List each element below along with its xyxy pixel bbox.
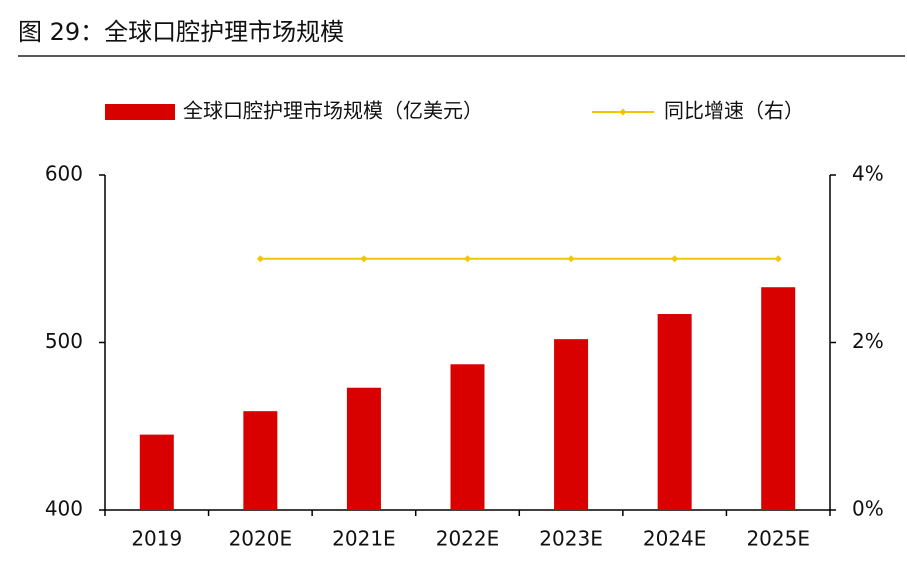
y2-tick-label: 2%: [852, 329, 884, 353]
bar: [139, 434, 174, 510]
bar: [657, 314, 692, 510]
x-tick-label: 2020E: [229, 527, 293, 551]
x-tick-label: 2021E: [332, 527, 396, 551]
y2-tick-label: 4%: [852, 162, 884, 186]
line-marker: [256, 255, 264, 263]
legend-label: 同比增速（右）: [664, 99, 804, 123]
bar: [554, 339, 589, 510]
bar: [346, 387, 381, 510]
chart-title: 图 29：全球口腔护理市场规模: [18, 18, 344, 46]
line-marker: [464, 255, 471, 263]
legend-swatch: [105, 104, 175, 120]
bar: [450, 364, 485, 510]
legend-label: 全球口腔护理市场规模（亿美元）: [183, 99, 483, 123]
line-marker: [360, 255, 368, 263]
x-tick-label: 2022E: [436, 527, 500, 551]
y2-tick-label: 0%: [852, 497, 884, 521]
x-tick-label: 2023E: [539, 527, 603, 551]
y-tick-label: 500: [45, 329, 83, 353]
x-tick-label: 2019: [131, 527, 182, 551]
y-tick-label: 600: [45, 162, 83, 186]
bar: [761, 287, 796, 510]
line-marker: [774, 255, 782, 263]
x-tick-label: 2025E: [746, 527, 810, 551]
x-tick-label: 2024E: [643, 527, 707, 551]
y-tick-label: 400: [45, 497, 83, 521]
line-marker: [567, 255, 575, 263]
line-marker: [671, 255, 679, 263]
legend-marker: [619, 108, 627, 116]
bar: [243, 411, 278, 510]
